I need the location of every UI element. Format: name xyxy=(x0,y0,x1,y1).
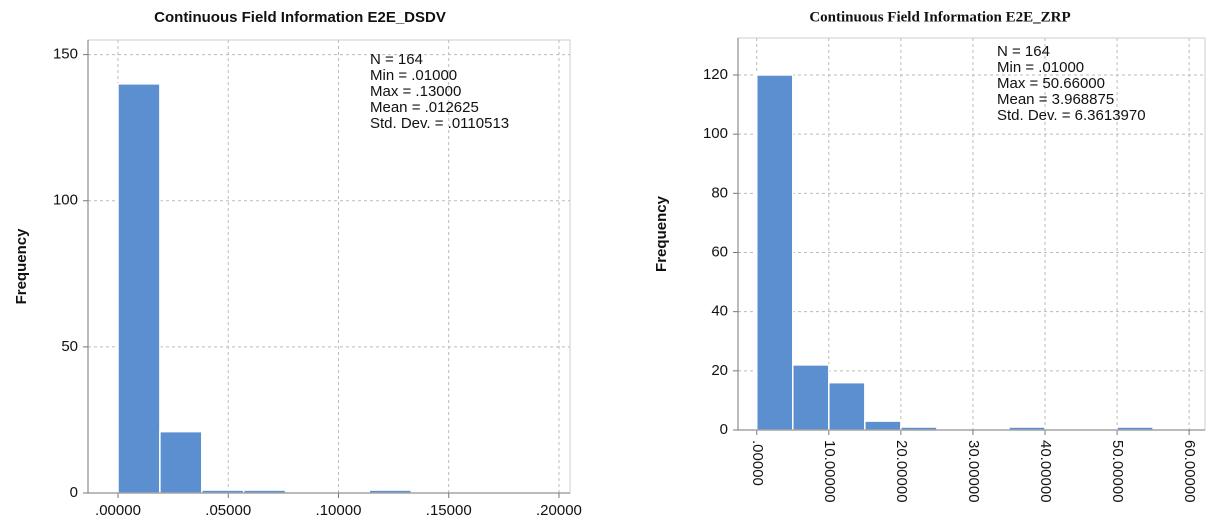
stat-annotation: Max = .13000 xyxy=(370,83,461,100)
y-tick-label: 40 xyxy=(711,303,728,320)
y-tick-label: 60 xyxy=(711,243,728,260)
y-tick-label: 0 xyxy=(720,421,728,438)
bar xyxy=(117,83,161,494)
stat-annotation: Std. Dev. = .0110513 xyxy=(370,115,509,132)
x-tick-label: 50.00000 xyxy=(1109,440,1126,503)
y-tick-label: 20 xyxy=(711,362,728,379)
stat-annotation: Min = .01000 xyxy=(997,59,1084,76)
stat-annotation: Min = .01000 xyxy=(370,67,457,84)
stat-annotation: N = 164 xyxy=(997,43,1050,60)
bar xyxy=(864,420,902,431)
y-tick-label: 120 xyxy=(703,66,728,83)
x-tick-label: 20.00000 xyxy=(893,440,910,503)
y-tick-label: 100 xyxy=(53,192,78,209)
bar xyxy=(792,364,830,431)
y-tick-label: 0 xyxy=(70,484,78,501)
x-tick-label: .00000 xyxy=(95,502,141,519)
x-tick-label: 40.00000 xyxy=(1037,440,1054,503)
bar xyxy=(755,74,794,431)
bar xyxy=(159,430,203,494)
stat-annotation: Std. Dev. = 6.3613970 xyxy=(997,107,1146,124)
stat-annotation: Max = 50.66000 xyxy=(997,75,1105,92)
plot-area xyxy=(87,39,571,494)
chart-title: Continuous Field Information E2E_DSDV xyxy=(154,9,446,26)
chart-title: Continuous Field Information E2E_ZRP xyxy=(809,9,1070,25)
x-tick-label: .05000 xyxy=(205,502,251,519)
x-tick-label: 60.00000 xyxy=(1181,440,1198,503)
y-axis-label: Frequency xyxy=(653,195,670,272)
x-tick-label: .00000 xyxy=(749,440,766,486)
histogram-chart: 0 20 40 60 80 100 120 .00000 10.00000 20.00000 30.… xyxy=(653,9,1206,503)
stat-annotation: N = 164 xyxy=(370,51,423,68)
x-tick-label: .10000 xyxy=(316,502,362,519)
y-tick-label: 100 xyxy=(703,125,728,142)
x-tick-label: .20000 xyxy=(536,502,582,519)
bar xyxy=(828,381,866,431)
histogram-chart: 0 50 100 150 .00000 .05000 .10000 .15000 .20000 C… xyxy=(13,9,582,519)
y-axis-label: Frequency xyxy=(13,228,30,305)
x-tick-label: 30.00000 xyxy=(965,440,982,503)
x-tick-label: .15000 xyxy=(426,502,472,519)
y-tick-label: 150 xyxy=(53,46,78,63)
x-tick-label: 10.00000 xyxy=(821,440,838,503)
stat-annotation: Mean = 3.968875 xyxy=(997,91,1114,108)
y-tick-label: 80 xyxy=(711,184,728,201)
stat-annotation: Mean = .012625 xyxy=(370,99,479,116)
y-tick-label: 50 xyxy=(61,338,78,355)
